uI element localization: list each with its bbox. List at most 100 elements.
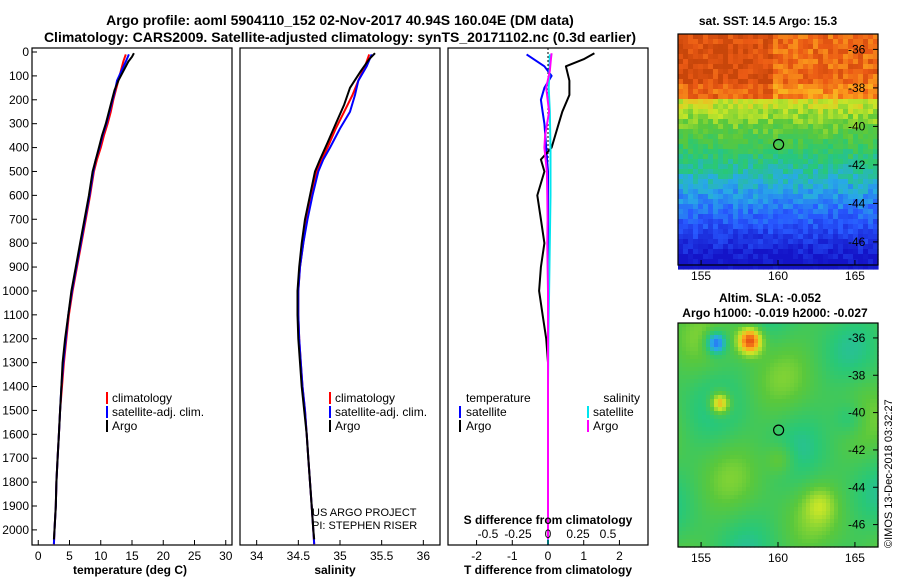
map-cell bbox=[866, 427, 871, 432]
map-cell bbox=[782, 371, 787, 376]
map-cell bbox=[710, 459, 715, 464]
map-cell bbox=[834, 443, 839, 448]
map-cell bbox=[733, 49, 739, 55]
map-cell bbox=[702, 387, 707, 392]
map-cell bbox=[713, 244, 719, 250]
map-cell bbox=[746, 335, 751, 340]
map-cell bbox=[828, 89, 834, 95]
map-cell bbox=[862, 439, 867, 444]
map-cell bbox=[743, 114, 749, 120]
x-tick-label: 30 bbox=[219, 549, 233, 563]
map-cell bbox=[834, 435, 839, 440]
map-cell bbox=[730, 539, 735, 544]
map-cell bbox=[738, 194, 744, 200]
map-cell bbox=[858, 435, 863, 440]
map-cell bbox=[866, 359, 871, 364]
map-cell bbox=[688, 74, 694, 80]
map-cell bbox=[728, 104, 734, 110]
map-cell bbox=[706, 455, 711, 460]
map-cell bbox=[833, 169, 839, 175]
map-cell bbox=[830, 443, 835, 448]
map-cell bbox=[846, 355, 851, 360]
map-cell bbox=[693, 199, 699, 205]
map-cell bbox=[798, 164, 804, 170]
map-cell bbox=[753, 254, 759, 260]
map-cell bbox=[770, 515, 775, 520]
map-cell bbox=[786, 359, 791, 364]
map-cell bbox=[822, 483, 827, 488]
map-cell bbox=[682, 423, 687, 428]
map-cell bbox=[814, 543, 819, 548]
map-cell bbox=[698, 479, 703, 484]
map-cell bbox=[862, 423, 867, 428]
map-cell bbox=[748, 39, 754, 45]
map-cell bbox=[698, 331, 703, 336]
map-cell bbox=[803, 79, 809, 85]
map-cell bbox=[742, 487, 747, 492]
map-cell bbox=[854, 411, 859, 416]
map-cell bbox=[773, 234, 779, 240]
map-cell bbox=[786, 443, 791, 448]
map-cell bbox=[710, 483, 715, 488]
map-cell bbox=[733, 114, 739, 120]
map-cell bbox=[866, 391, 871, 396]
map-cell bbox=[758, 447, 763, 452]
map-cell bbox=[826, 407, 831, 412]
map-cell bbox=[683, 144, 689, 150]
map-cell bbox=[810, 427, 815, 432]
map-cell bbox=[748, 119, 754, 125]
map-cell bbox=[710, 387, 715, 392]
map-cell bbox=[863, 119, 869, 125]
map-cell bbox=[738, 403, 743, 408]
map-cell bbox=[694, 407, 699, 412]
map-cell bbox=[810, 431, 815, 436]
map-cell bbox=[834, 491, 839, 496]
map-cell bbox=[688, 194, 694, 200]
map-cell bbox=[718, 451, 723, 456]
map-cell bbox=[810, 395, 815, 400]
map-cell bbox=[733, 104, 739, 110]
map-cell bbox=[742, 523, 747, 528]
map-cell bbox=[694, 487, 699, 492]
map-cell bbox=[778, 154, 784, 160]
map-cell bbox=[818, 467, 823, 472]
map-cell bbox=[862, 531, 867, 536]
map-cell bbox=[858, 149, 864, 155]
map-cell bbox=[858, 407, 863, 412]
map-cell bbox=[768, 164, 774, 170]
map-cell bbox=[726, 531, 731, 536]
map-cell bbox=[728, 209, 734, 215]
map-cell bbox=[706, 515, 711, 520]
map-cell bbox=[693, 44, 699, 50]
map-cell bbox=[866, 411, 871, 416]
map-cell bbox=[810, 543, 815, 548]
map-cell bbox=[754, 347, 759, 352]
map-cell bbox=[813, 124, 819, 130]
map-cell bbox=[690, 395, 695, 400]
map-cell bbox=[830, 419, 835, 424]
map-cell bbox=[758, 419, 763, 424]
map-cell bbox=[702, 347, 707, 352]
map-cell bbox=[778, 149, 784, 155]
map-cell bbox=[693, 69, 699, 75]
map-cell bbox=[722, 359, 727, 364]
map-cell bbox=[690, 347, 695, 352]
map-cell bbox=[690, 419, 695, 424]
map-cell bbox=[753, 84, 759, 90]
map-cell bbox=[753, 74, 759, 80]
map-cell bbox=[773, 239, 779, 245]
map-cell bbox=[813, 154, 819, 160]
map-cell bbox=[766, 495, 771, 500]
depth-tick-label: 700 bbox=[9, 212, 29, 226]
map-cell bbox=[723, 194, 729, 200]
map-cell bbox=[678, 443, 683, 448]
map-cell bbox=[738, 355, 743, 360]
map-cell bbox=[803, 159, 809, 165]
map-cell bbox=[854, 507, 859, 512]
map-cell bbox=[790, 407, 795, 412]
map-cell bbox=[774, 335, 779, 340]
map-cell bbox=[738, 174, 744, 180]
map-cell bbox=[722, 495, 727, 500]
map-cell bbox=[873, 204, 879, 210]
map-cell bbox=[770, 499, 775, 504]
